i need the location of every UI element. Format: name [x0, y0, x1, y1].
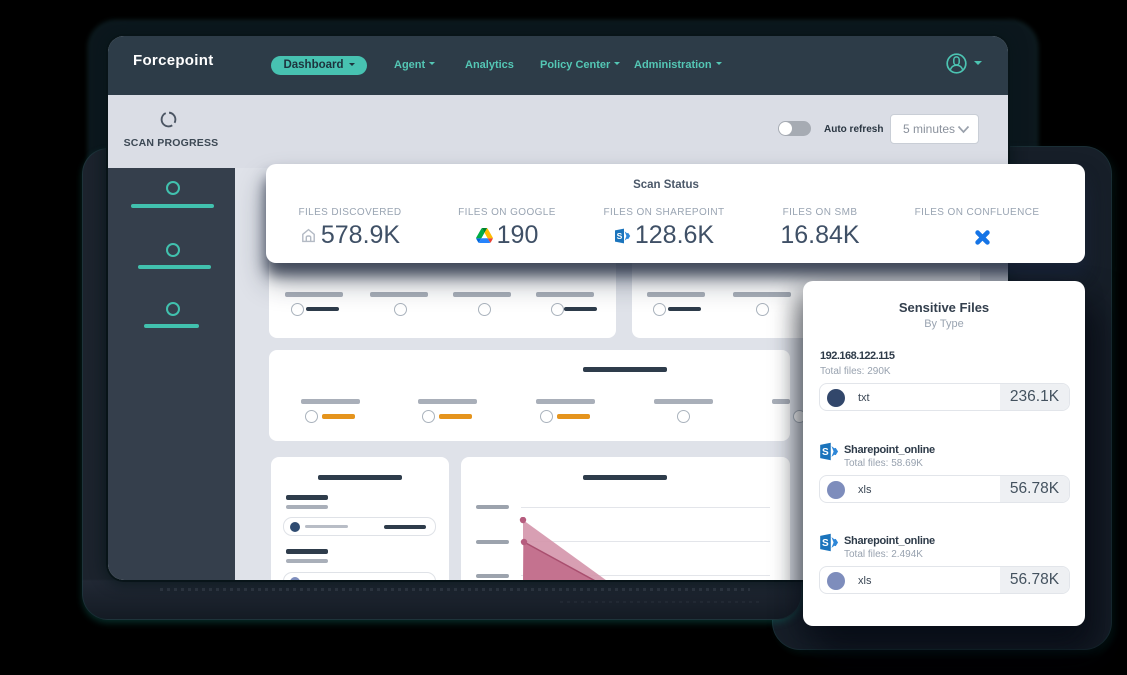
svg-text:S: S	[822, 447, 829, 458]
svg-text:S: S	[822, 538, 829, 549]
svg-text:S: S	[616, 231, 622, 241]
